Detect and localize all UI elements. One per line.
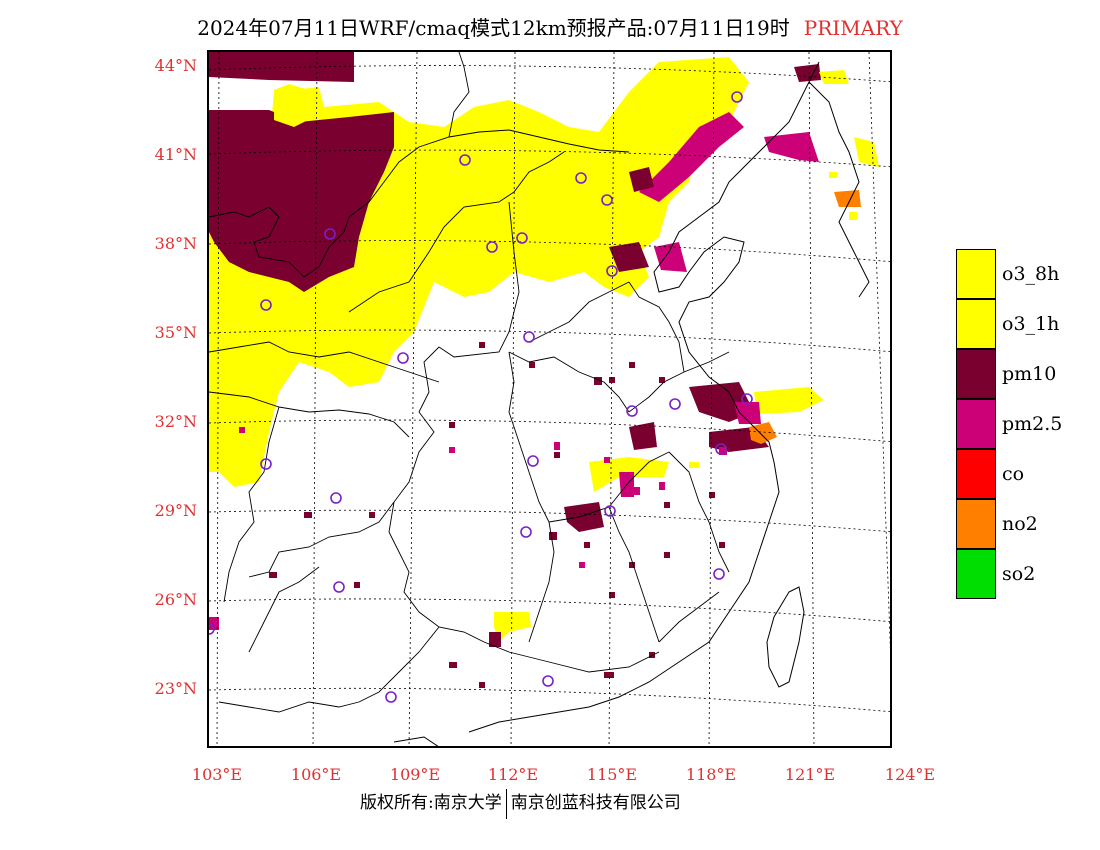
station-marker (527, 455, 539, 467)
station-marker (601, 194, 613, 206)
legend-label: co (1002, 463, 1025, 485)
primary-tag: PRIMARY (803, 16, 903, 40)
lon-label: 109°E (389, 765, 441, 784)
legend-swatch (956, 299, 996, 349)
title-text: 2024年07月11日WRF/cmaq模式12km预报产品:07月11日19时 (197, 16, 790, 40)
map-frame (207, 50, 892, 748)
o3-scatter (689, 172, 857, 468)
lat-label: 38°N (154, 234, 197, 253)
map-title: 2024年07月11日WRF/cmaq模式12km预报产品:07月11日19时 P… (0, 12, 1100, 41)
pm25-area-sichuan (209, 617, 219, 630)
station-marker (459, 154, 471, 166)
pm25-area-hebei (654, 242, 687, 272)
station-marker (330, 492, 342, 504)
lon-label: 115°E (586, 765, 638, 784)
station-marker (731, 91, 743, 103)
forecast-map (209, 52, 890, 746)
pm25-area-northeast2 (764, 132, 819, 162)
legend-swatch (956, 399, 996, 449)
coastline (393, 61, 870, 746)
lat-label: 35°N (154, 323, 197, 342)
station-marker (669, 398, 681, 410)
copyright-footer: 版权所有:南京大学 南京创蓝科技有限公司 (360, 788, 681, 819)
pm25-scatter (239, 427, 727, 568)
pm25-area-northeast (639, 112, 744, 202)
legend-label: pm2.5 (1002, 413, 1063, 435)
lon-label: 106°E (290, 765, 342, 784)
station-marker (486, 241, 498, 253)
o3-area-topleft (274, 84, 314, 127)
lon-label: 112°E (487, 765, 539, 784)
no2-area-korea (834, 190, 861, 207)
lon-label: 103°E (191, 765, 243, 784)
pm10-area-hunan (629, 422, 657, 450)
o3-area-guangdong (494, 612, 531, 642)
lon-label: 124°E (884, 765, 936, 784)
station-markers (209, 91, 753, 703)
pollutant-areas (209, 52, 879, 688)
station-marker (260, 458, 272, 470)
station-marker (606, 265, 618, 277)
lat-label: 29°N (154, 501, 197, 520)
station-marker (575, 172, 587, 184)
legend-swatch (956, 349, 996, 399)
station-marker (626, 405, 638, 417)
station-marker (715, 443, 727, 455)
legend-swatch (956, 499, 996, 549)
lon-label: 121°E (784, 765, 836, 784)
station-marker (542, 675, 554, 687)
station-marker (324, 228, 336, 240)
station-marker (260, 299, 272, 311)
pm10-area-northeast2 (794, 64, 821, 82)
legend-swatch (956, 249, 996, 299)
station-marker (520, 526, 532, 538)
legend-swatch (956, 449, 996, 499)
o3-area-liaodong (854, 137, 879, 167)
station-marker (516, 232, 528, 244)
footer-right: 南京创蓝科技有限公司 (510, 793, 681, 813)
station-marker (385, 691, 397, 703)
legend-label: o3_8h (1002, 263, 1060, 285)
pm10-area-hebei (609, 242, 649, 272)
pm25-area-anhui (734, 402, 761, 424)
legend-swatch (956, 549, 996, 599)
station-marker (523, 331, 535, 343)
station-marker (604, 505, 616, 517)
station-marker (713, 568, 725, 580)
legend-label: o3_1h (1002, 313, 1060, 335)
o3-area-jiangsu (754, 387, 824, 414)
legend-label: pm10 (1002, 363, 1057, 385)
pm10-area-hubei (564, 502, 604, 532)
lat-label: 26°N (154, 590, 197, 609)
pm10-area-north-edge (209, 52, 354, 82)
taiwan-outline (766, 586, 805, 688)
lat-label: 41°N (154, 145, 197, 164)
o3-area-far-northeast (819, 70, 849, 84)
no2-area-shanghai (749, 422, 777, 444)
province-boundaries (209, 52, 730, 713)
station-marker (741, 393, 753, 405)
hainan-outline (393, 736, 439, 746)
pm10-area-northeast (629, 167, 654, 192)
footer-left: 版权所有:南京大学 (360, 793, 502, 813)
station-marker (397, 352, 409, 364)
legend-label: so2 (1002, 563, 1036, 585)
lat-label: 44°N (154, 56, 197, 75)
lat-label: 32°N (154, 412, 197, 431)
lat-label: 23°N (154, 679, 197, 698)
pm10-area-guangdong (489, 632, 501, 647)
station-marker (333, 581, 345, 593)
footer-divider (505, 788, 507, 819)
graticule (209, 52, 890, 746)
legend-label: no2 (1002, 513, 1038, 535)
station-marker (209, 623, 215, 635)
lon-label: 118°E (685, 765, 737, 784)
